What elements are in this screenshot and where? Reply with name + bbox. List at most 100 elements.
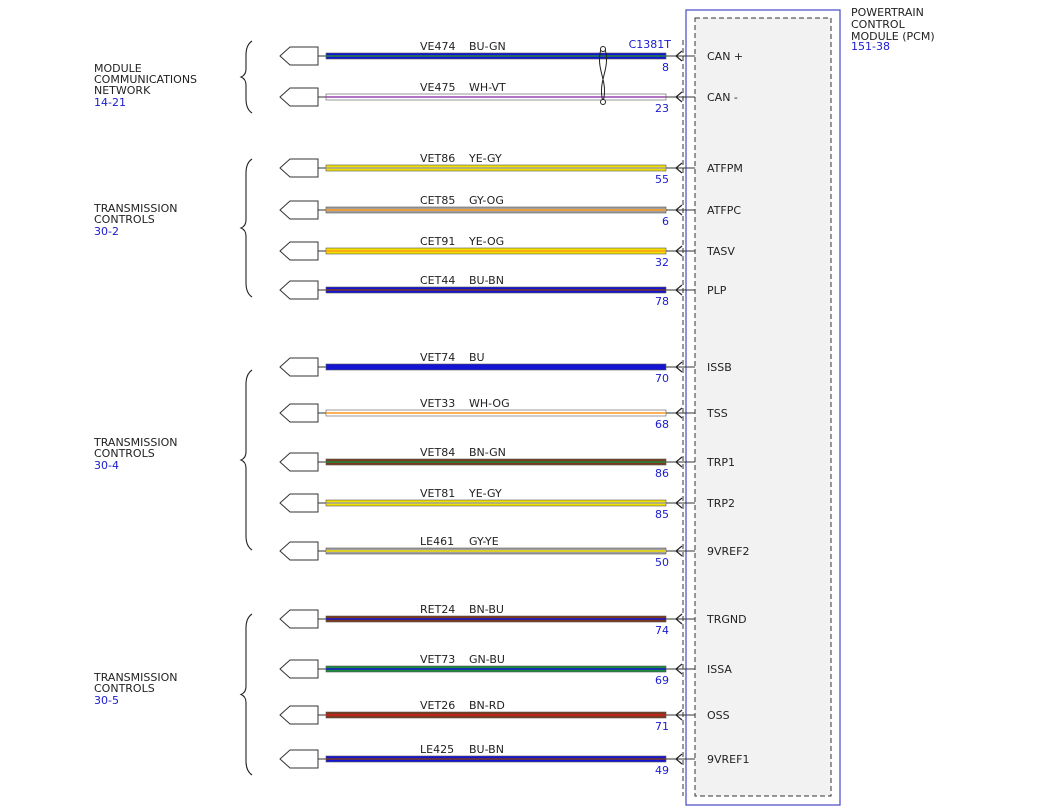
signal-name: ATFPC: [707, 204, 741, 217]
wire-row: VET74 BU 70 ISSB: [279, 351, 732, 385]
circuit-id: VET73: [420, 653, 455, 666]
wire-row: VET73 GN-BU 69 ISSA: [279, 653, 732, 687]
pin-arrow: [675, 497, 683, 509]
pcm-outer-box: [685, 9, 841, 806]
connector-shape: [279, 493, 319, 513]
wire-color-code: BN-RD: [469, 699, 505, 712]
wire-color-code: BU: [469, 351, 485, 364]
pin-arrow: [675, 545, 683, 557]
circuit-id: VET86: [420, 152, 455, 165]
wire-row: LE461 GY-YE 50 9VREF2: [279, 535, 749, 569]
group-braces: [239, 40, 253, 776]
group-2-line-1: TRANSMISSION: [93, 202, 177, 215]
wire-color-code: BU-GN: [469, 40, 506, 53]
wire-list: VE474 BU-GN 8 CAN + VE475 WH-VT 23 CAN - VET86 YE…: [279, 40, 749, 777]
pin-number: 32: [655, 256, 669, 269]
group-brace: [239, 613, 253, 776]
circuit-id: CET91: [420, 235, 455, 248]
group-brace: [239, 158, 253, 298]
group-brace: [239, 369, 253, 551]
pin-number: 74: [655, 624, 669, 637]
pin-number: 23: [655, 102, 669, 115]
pin-number: 86: [655, 467, 669, 480]
connector-shape: [279, 541, 319, 561]
wire-color-code: YE-GY: [468, 487, 502, 500]
circuit-id: VE475: [420, 81, 455, 94]
wire-row: VET81 YE-GY 85 TRP2: [279, 487, 735, 521]
wire-color-code: WH-OG: [469, 397, 510, 410]
signal-name: OSS: [707, 709, 730, 722]
pcm-page-ref: 151-38: [851, 40, 890, 53]
wire-row: VE475 WH-VT 23 CAN -: [279, 81, 738, 115]
group-labels: MODULE COMMUNICATIONS NETWORK 14-21 TRAN…: [93, 62, 197, 707]
circuit-id: VET26: [420, 699, 455, 712]
circuit-id: VET33: [420, 397, 455, 410]
wire-row: CET91 YE-OG 32 TASV: [279, 235, 735, 269]
circuit-id: RET24: [420, 603, 455, 616]
wire-color-code: WH-VT: [469, 81, 506, 94]
group-4-line-2: CONTROLS: [94, 682, 155, 695]
wire-color-code: GY-YE: [469, 535, 499, 548]
pin-arrow: [675, 284, 683, 296]
pin-number: 50: [655, 556, 669, 569]
signal-name: TRGND: [706, 613, 747, 626]
connector-shape: [279, 749, 319, 769]
pin-arrow: [675, 91, 683, 103]
connector-shape: [279, 280, 319, 300]
connector-shape: [279, 609, 319, 629]
signal-name: ISSA: [707, 663, 732, 676]
connector-shape: [279, 403, 319, 423]
group-3-line-1: TRANSMISSION: [93, 436, 177, 449]
group-3-line-2: CONTROLS: [94, 447, 155, 460]
group-2-line-2: CONTROLS: [94, 213, 155, 226]
wire-color-code: BU-BN: [469, 274, 504, 287]
group-brace: [239, 40, 253, 114]
pin-arrow: [675, 663, 683, 675]
pin-arrow: [675, 50, 683, 62]
circuit-id: LE425: [420, 743, 454, 756]
signal-name: CAN -: [707, 91, 738, 104]
pin-arrow: [675, 361, 683, 373]
connector-id: C1381T: [629, 38, 672, 51]
wire-color-code: GN-BU: [469, 653, 505, 666]
wire-row: LE425 BU-BN 49 9VREF1: [279, 743, 749, 777]
signal-name: PLP: [707, 284, 727, 297]
wire-row: VET33 WH-OG 68 TSS: [279, 397, 728, 431]
circuit-id: LE461: [420, 535, 454, 548]
signal-name: TRP1: [706, 456, 735, 469]
pin-arrow: [675, 456, 683, 468]
pin-arrow: [675, 709, 683, 721]
connector-shape: [279, 87, 319, 107]
group-1-ref: 14-21: [94, 96, 126, 109]
pin-arrow: [675, 204, 683, 216]
wire-row: VET84 BN-GN 86 TRP1: [279, 446, 735, 480]
pin-arrow: [675, 753, 683, 765]
circuit-id: VET81: [420, 487, 455, 500]
wire-row: RET24 BN-BU 74 TRGND: [279, 603, 747, 637]
pin-number: 69: [655, 674, 669, 687]
pin-number: 68: [655, 418, 669, 431]
pcm-name-line-2: CONTROL: [851, 18, 906, 31]
group-3-ref: 30-4: [94, 459, 119, 472]
pin-arrow: [675, 613, 683, 625]
connector-shape: [279, 158, 319, 178]
wire-color-code: BN-GN: [469, 446, 506, 459]
pin-number: 6: [662, 215, 669, 228]
signal-name: ATFPM: [707, 162, 743, 175]
signal-name: TRP2: [706, 497, 735, 510]
pin-arrow: [675, 407, 683, 419]
twisted-pair-marker: [599, 46, 607, 105]
signal-name: TSS: [706, 407, 728, 420]
pcm-title: POWERTRAIN CONTROL MODULE (PCM) 151-38 C…: [629, 6, 935, 53]
pin-arrow: [675, 162, 683, 174]
circuit-id: CET85: [420, 194, 455, 207]
circuit-id: VE474: [420, 40, 455, 53]
connector-shape: [279, 357, 319, 377]
pin-number: 49: [655, 764, 669, 777]
pcm-module-frame: [682, 9, 841, 806]
signal-name: 9VREF1: [707, 753, 749, 766]
wire-color-code: YE-OG: [468, 235, 504, 248]
signal-name: ISSB: [707, 361, 732, 374]
group-4-ref: 30-5: [94, 694, 119, 707]
pin-number: 85: [655, 508, 669, 521]
